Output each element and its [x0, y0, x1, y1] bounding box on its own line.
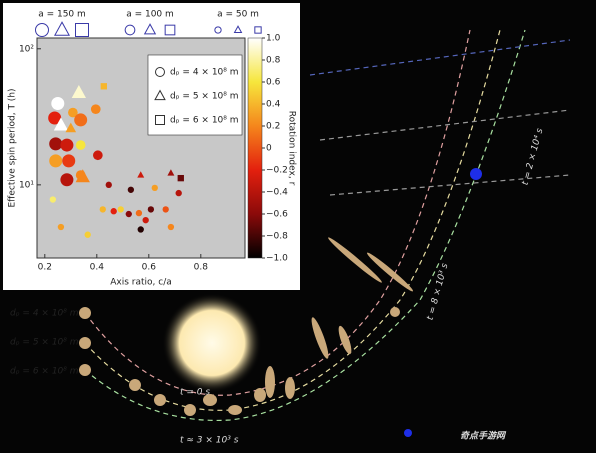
size-legend-symbol: [75, 23, 89, 37]
point: [162, 206, 169, 213]
point: [75, 140, 86, 150]
x-tick-label: 0.4: [90, 263, 105, 273]
point: [127, 186, 135, 193]
colorbar-tick-label: −0.2: [266, 166, 288, 176]
path-label: dₚ = 4 × 10⁸ m: [10, 309, 79, 319]
point: [110, 208, 117, 215]
point: [137, 171, 145, 178]
legend-symbol: [154, 89, 166, 101]
point: [117, 206, 124, 213]
y-tick-label: 10²: [19, 44, 34, 54]
legend-symbol: [155, 67, 165, 77]
planet-marker: [404, 429, 412, 437]
size-legend-symbol: [35, 23, 49, 37]
legend-label: dₚ = 6 × 10⁸ m: [170, 116, 239, 126]
size-legend-label: a = 150 m: [38, 10, 86, 20]
point: [125, 210, 132, 218]
point: [62, 154, 76, 168]
colorbar-tick-label: −0.6: [266, 210, 288, 220]
size-legend-symbol: [233, 25, 243, 34]
point: [167, 223, 175, 231]
size-legend-symbol: [214, 26, 222, 34]
asteroids: [79, 237, 414, 416]
point: [84, 231, 91, 238]
point: [167, 169, 175, 176]
colorbar-tick-label: 1.0: [266, 34, 281, 44]
point: [60, 173, 74, 187]
colorbar: [247, 37, 263, 259]
colorbar-tick-label: 0.6: [266, 78, 281, 88]
point: [49, 154, 63, 168]
point: [57, 223, 65, 231]
size-legend-label: a = 100 m: [126, 10, 174, 20]
point: [49, 137, 63, 151]
colorbar-tick-label: −0.4: [266, 188, 288, 198]
point: [75, 169, 90, 183]
legend-symbol: [155, 115, 165, 125]
size-legend-symbol: [124, 24, 136, 36]
point: [60, 138, 74, 152]
point: [93, 150, 103, 161]
point: [105, 181, 112, 189]
point: [142, 217, 149, 224]
colorbar-tick-label: −1.0: [266, 254, 288, 264]
size-legend-symbol: [143, 23, 157, 35]
time-label: t = 0 s: [180, 388, 210, 398]
watermark: 奇点手游网: [460, 431, 507, 442]
point: [71, 84, 87, 98]
colorbar-tick-label: 0.4: [266, 100, 281, 110]
x-axis-label: Axis ratio, c/a: [110, 278, 172, 288]
time-label: t ≈ 3 × 10³ s: [180, 436, 239, 446]
point: [48, 111, 62, 125]
point: [147, 206, 155, 213]
colorbar-tick-label: 0.2: [266, 122, 280, 132]
colorbar-tick-label: −0.8: [266, 232, 288, 242]
point: [68, 107, 78, 118]
point: [135, 209, 143, 217]
legend-label: dₚ = 4 × 10⁸ m: [170, 68, 239, 78]
colorbar-tick-label: 0.8: [266, 56, 281, 66]
size-legend-label: a = 50 m: [217, 10, 259, 20]
legend-box: [147, 54, 243, 136]
size-legend-symbol: [164, 24, 176, 36]
point: [175, 189, 182, 197]
x-tick-label: 0.8: [194, 263, 209, 273]
legend-label: dₚ = 5 × 10⁸ m: [170, 92, 239, 102]
point: [74, 113, 88, 127]
colorbar-label: Rotation index, r: [287, 111, 297, 186]
point: [151, 184, 158, 192]
point: [51, 97, 65, 111]
path-label: dₚ = 6 × 10⁸ m: [10, 367, 79, 377]
point: [100, 83, 107, 90]
point: [49, 196, 57, 203]
point: [90, 104, 101, 114]
point: [99, 206, 106, 213]
sun: [162, 293, 262, 393]
size-legend-symbol: [54, 21, 70, 36]
point: [65, 122, 77, 133]
y-axis-label: Effective spin period, T (h): [8, 88, 18, 207]
colorbar-tick-label: 0: [266, 144, 272, 154]
path-label: dₚ = 5 × 10⁸ m: [10, 338, 79, 348]
y-tick-label: 10¹: [19, 180, 34, 190]
planet: [470, 168, 482, 180]
size-legend-symbol: [254, 26, 262, 34]
point: [137, 226, 144, 233]
x-tick-label: 0.2: [38, 263, 52, 273]
x-tick-label: 0.6: [142, 263, 157, 273]
point: [177, 174, 184, 182]
point: [53, 117, 69, 131]
